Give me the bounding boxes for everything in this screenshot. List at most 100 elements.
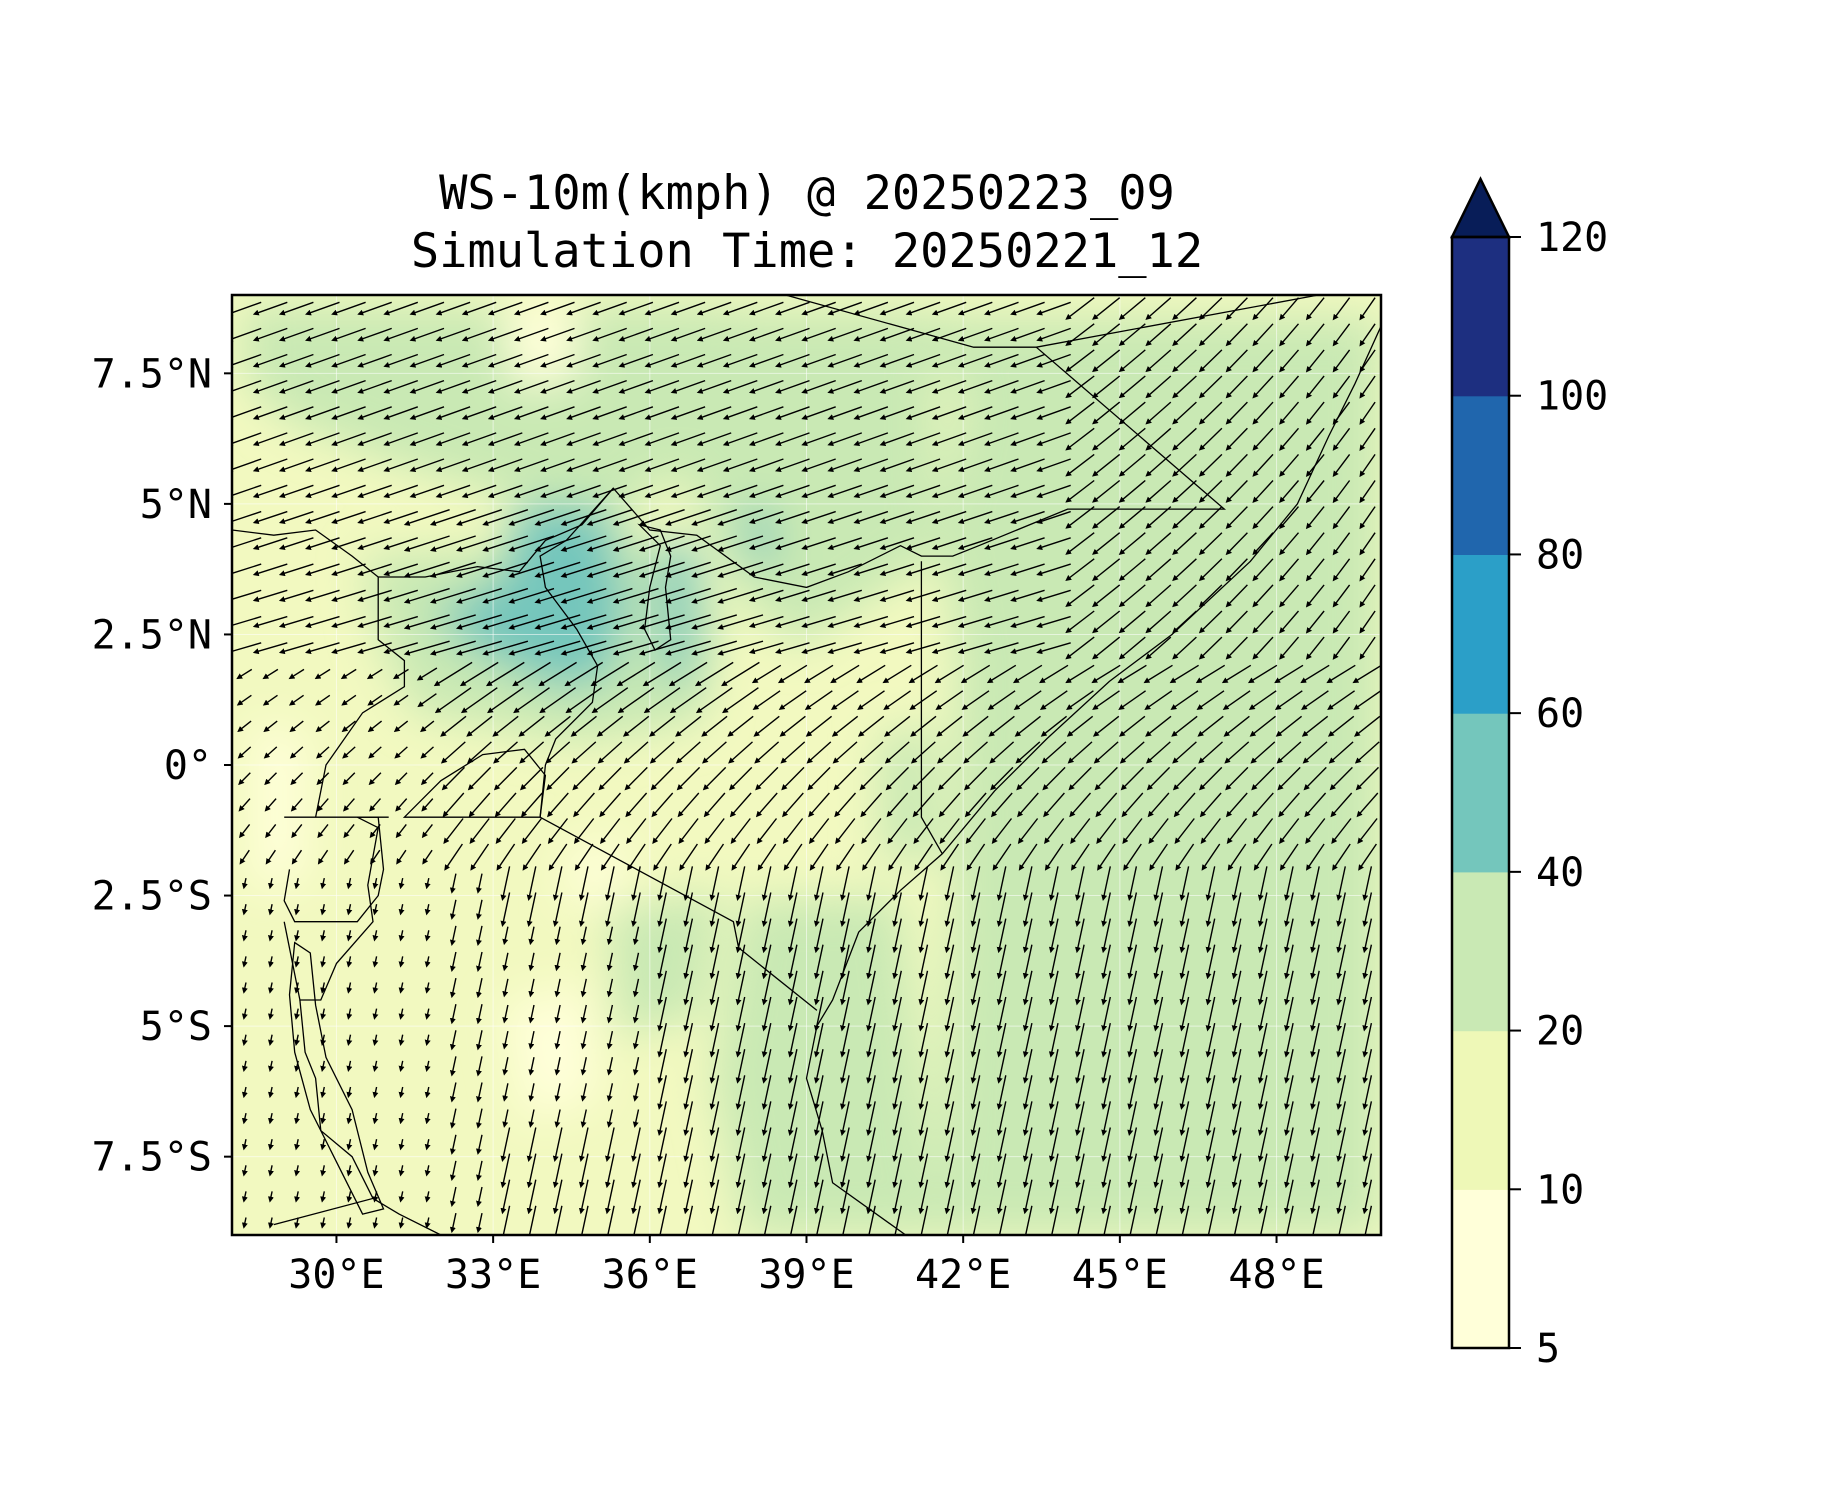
wind-arrow xyxy=(984,484,1019,499)
wind-arrow xyxy=(1302,741,1328,764)
wind-arrow xyxy=(691,614,738,630)
wind-arrow xyxy=(519,741,545,764)
colorbar-tick-label: 40 xyxy=(1536,850,1584,896)
wind-arrow xyxy=(278,301,314,316)
wind-arrow xyxy=(232,432,262,447)
wind-arrow xyxy=(957,406,993,420)
wind-arrow xyxy=(777,664,808,684)
wind-arrow xyxy=(638,640,685,656)
wind-arrow xyxy=(1145,323,1172,347)
wind-arrow xyxy=(1169,664,1199,684)
wind-arrow xyxy=(592,406,627,420)
wind-arrow xyxy=(1252,610,1274,634)
wind-arrow xyxy=(435,458,471,473)
wind-arrow xyxy=(252,406,288,420)
wind-arrow xyxy=(727,715,754,737)
wind-arrow xyxy=(1145,558,1172,582)
wind-arrow xyxy=(853,589,889,603)
wind-arrow xyxy=(518,715,545,737)
wind-arrow xyxy=(513,484,549,499)
wind-arrow xyxy=(487,301,523,316)
wind-arrow xyxy=(1036,432,1071,447)
wind-arrow xyxy=(508,640,555,656)
wind-arrow xyxy=(717,509,764,526)
wind-arrow xyxy=(232,353,262,368)
wind-arrow xyxy=(1036,510,1071,525)
wind-arrow xyxy=(560,561,607,578)
wind-arrow xyxy=(305,301,340,316)
wind-arrow xyxy=(908,664,938,684)
wind-arrow xyxy=(957,589,993,603)
wind-arrow xyxy=(1172,297,1197,321)
wind-arrow xyxy=(1036,484,1071,499)
wind-arrow xyxy=(409,379,445,394)
wind-arrow xyxy=(884,741,910,764)
wind-arrow xyxy=(383,406,419,420)
wind-arrow xyxy=(1252,532,1274,556)
wind-arrow xyxy=(1359,532,1376,556)
wind-arrow xyxy=(1252,323,1274,347)
wind-arrow xyxy=(232,563,262,577)
wind-arrow xyxy=(857,690,885,710)
wind-arrow xyxy=(1301,715,1329,737)
wind-arrow xyxy=(1274,664,1304,684)
wind-arrow xyxy=(775,563,810,577)
wind-arrow xyxy=(748,484,784,499)
wind-arrow xyxy=(984,353,1019,368)
wind-arrow xyxy=(612,535,659,552)
wind-arrow xyxy=(305,406,340,420)
wind-arrow xyxy=(1197,715,1224,737)
wind-arrow xyxy=(393,694,409,706)
wind-arrow xyxy=(1065,479,1095,503)
wind-arrow xyxy=(566,484,601,499)
wind-arrow xyxy=(560,614,607,630)
wind-arrow xyxy=(357,379,392,394)
wind-arrow xyxy=(879,458,915,473)
wind-arrow xyxy=(1145,715,1172,737)
wind-arrow xyxy=(717,640,764,656)
wind-arrow xyxy=(616,661,656,687)
wind-arrow xyxy=(566,458,601,473)
wind-arrow xyxy=(665,587,711,604)
wind-arrow xyxy=(748,642,784,655)
wind-arrow xyxy=(566,353,601,368)
wind-arrow xyxy=(403,587,450,604)
wind-arrow xyxy=(1275,715,1303,737)
wind-arrow xyxy=(1305,532,1325,556)
wind-arrow xyxy=(853,301,889,316)
wind-arrow xyxy=(403,640,450,656)
wind-vectors xyxy=(232,297,1381,1235)
country-border xyxy=(539,816,818,1011)
wind-arrow xyxy=(1010,327,1045,342)
wind-arrow xyxy=(853,353,889,368)
wind-arrow xyxy=(1145,375,1172,399)
wind-arrow xyxy=(644,327,680,342)
wind-arrow xyxy=(1118,427,1146,451)
wind-arrow xyxy=(540,353,575,368)
wind-arrow xyxy=(669,687,707,714)
wind-arrow xyxy=(1118,610,1146,634)
wind-arrow xyxy=(278,379,314,394)
wind-arrow xyxy=(1092,427,1121,451)
wind-arrow xyxy=(618,327,654,342)
wind-arrow xyxy=(935,690,964,710)
wind-arrow xyxy=(487,379,523,394)
wind-arrow xyxy=(801,432,836,447)
wind-arrow xyxy=(1010,406,1045,420)
wind-arrow xyxy=(592,432,627,447)
wind-arrow xyxy=(957,615,993,629)
wind-arrow xyxy=(775,301,810,316)
wind-arrow xyxy=(482,561,529,578)
wind-arrow xyxy=(1036,458,1071,473)
wind-arrow xyxy=(670,379,706,394)
wind-arrow xyxy=(905,301,941,316)
wind-arrow xyxy=(252,458,288,473)
wind-arrow xyxy=(1170,690,1199,710)
wind-arrow xyxy=(560,535,607,552)
wind-arrow xyxy=(1225,375,1248,399)
wind-arrow xyxy=(827,406,863,420)
wind-arrow xyxy=(1198,401,1223,425)
wind-arrow xyxy=(722,458,758,473)
wind-arrow xyxy=(278,510,314,525)
wind-arrow xyxy=(832,741,858,764)
